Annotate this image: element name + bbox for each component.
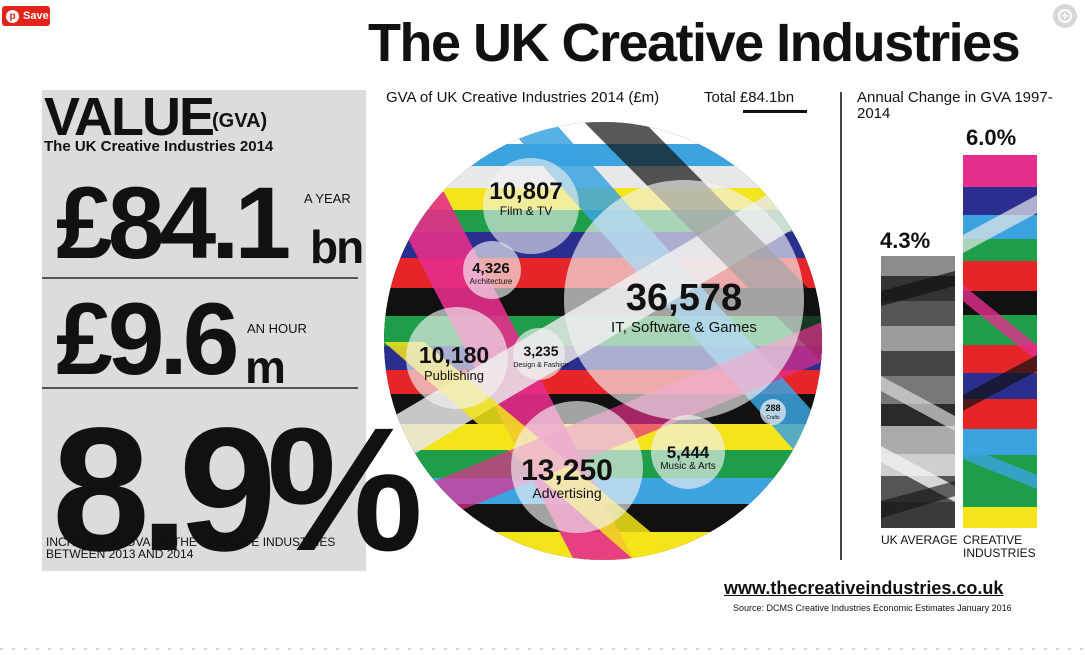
value-panel: VALUE (GVA) The UK Creative Industries 2… (42, 87, 423, 578)
gva-total: Total £84.1bn (704, 89, 794, 106)
creative-bar (963, 155, 1037, 528)
infographic-title: The UK Creative Industries (368, 13, 1021, 73)
zoom-in-icon: + (1058, 9, 1072, 23)
sector-value-crafts: 288 (765, 403, 780, 413)
footer-decoration (0, 648, 1085, 650)
sector-name-it: IT, Software & Games (611, 319, 757, 336)
hourly-unit: m (245, 341, 286, 393)
sector-bubbles (406, 158, 804, 533)
creative-value: 6.0% (966, 125, 1017, 150)
uk-average-bar (881, 256, 955, 528)
sector-value-music: 5,444 (667, 443, 710, 462)
sector-value-publishing: 10,180 (419, 342, 489, 368)
hourly-label: AN HOUR (247, 321, 307, 336)
sector-value-architecture: 4,326 (472, 260, 510, 277)
section-divider (840, 92, 842, 560)
sector-value-it: 36,578 (626, 277, 742, 319)
value-heading: VALUE (44, 87, 215, 147)
pinterest-icon: p (6, 9, 19, 23)
pinterest-save-button[interactable]: p Save (2, 6, 50, 26)
sector-name-publishing: Publishing (424, 368, 484, 383)
total-value: £84.1bn (739, 89, 795, 106)
annual-change-title: Annual Change in GVA 1997-2014 (857, 89, 1053, 122)
panel-divider (42, 387, 358, 389)
uk-average-label: UK AVERAGE (881, 533, 958, 547)
yearly-label: A YEAR (304, 191, 351, 206)
source-note: Source: DCMS Creative Industries Economi… (733, 603, 1012, 613)
sector-name-crafts: Crafts (766, 415, 780, 421)
sector-name-advertising: Advertising (532, 485, 601, 501)
yearly-amount: £84.1 (56, 166, 291, 280)
gva-chart-title: GVA of UK Creative Industries 2014 (£m) (386, 89, 660, 106)
save-label: Save (23, 10, 49, 22)
sector-value-film: 10,807 (489, 178, 562, 205)
sector-bubble-graphic: 36,578 IT, Software & Games 13,250 Adver… (384, 122, 822, 560)
sector-name-music: Music & Arts (660, 461, 716, 472)
increase-percent: 8.9% (52, 392, 423, 588)
sector-value-advertising: 13,250 (521, 454, 613, 487)
increase-caption: INCREASE IN GVA OF THE CREATIVE INDUSTRI… (46, 535, 336, 561)
sector-name-film: Film & TV (500, 204, 552, 218)
hourly-amount: £9.6 (56, 282, 240, 396)
zoom-button[interactable]: + (1053, 4, 1077, 28)
value-heading-suffix: (GVA) (212, 110, 268, 132)
website-link[interactable]: www.thecreativeindustries.co.uk (724, 578, 1004, 598)
panel-divider (42, 277, 358, 279)
value-subheading: The UK Creative Industries 2014 (44, 138, 274, 155)
total-underline (743, 110, 807, 113)
total-label: Total (704, 89, 740, 106)
sector-value-design: 3,235 (523, 343, 558, 359)
sector-name-architecture: Architecture (470, 277, 513, 286)
uk-average-value: 4.3% (880, 228, 931, 253)
creative-label: CREATIVE INDUSTRIES (963, 533, 1036, 560)
yearly-unit: bn (310, 221, 364, 273)
sector-name-design: Design & Fashion (513, 362, 568, 369)
